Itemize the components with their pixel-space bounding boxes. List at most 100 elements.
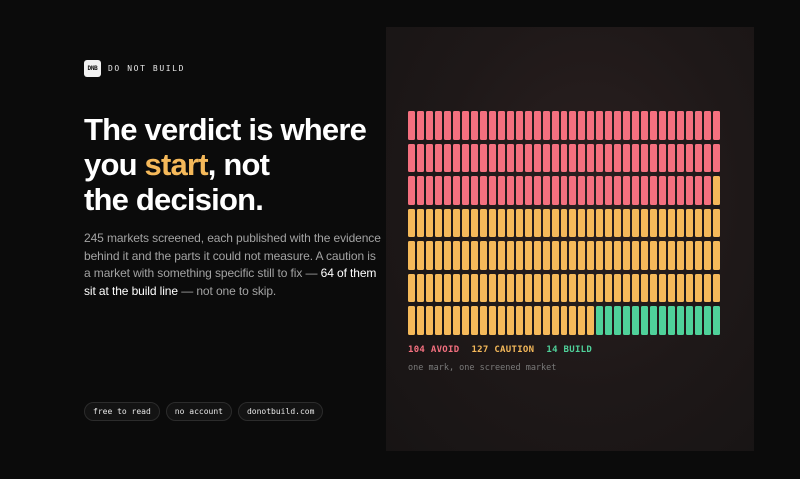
market-mark-avoid — [605, 111, 613, 140]
market-mark-caution — [614, 273, 622, 303]
waffle-chart — [408, 111, 720, 335]
market-mark-build — [614, 306, 622, 335]
market-mark-build — [704, 306, 712, 335]
market-mark-avoid — [408, 143, 415, 173]
market-mark-avoid — [443, 143, 451, 173]
market-mark-caution — [677, 241, 685, 270]
market-mark-caution — [461, 241, 469, 270]
market-mark-avoid — [569, 176, 577, 205]
market-mark-avoid — [452, 111, 460, 140]
market-mark-caution — [488, 208, 496, 238]
market-mark-avoid — [524, 176, 532, 205]
market-mark-avoid — [614, 176, 622, 205]
intro-paragraph: 245 markets screened, each published wit… — [84, 230, 384, 300]
chip-website[interactable]: donotbuild.com — [237, 402, 324, 421]
market-mark-avoid — [677, 111, 685, 140]
market-mark-caution — [713, 273, 720, 303]
market-mark-caution — [408, 241, 415, 270]
legend-caution: 127 CAUTION — [471, 345, 535, 355]
market-mark-avoid — [614, 111, 622, 140]
market-mark-avoid — [614, 143, 622, 173]
market-mark-avoid — [452, 143, 460, 173]
market-mark-caution — [623, 273, 631, 303]
market-mark-avoid — [587, 176, 595, 205]
market-mark-caution — [551, 306, 559, 335]
market-mark-caution — [434, 208, 442, 238]
logo-mark: DNB — [84, 60, 101, 77]
market-mark-caution — [542, 208, 550, 238]
market-mark-avoid — [560, 176, 568, 205]
market-mark-avoid — [596, 176, 604, 205]
market-mark-avoid — [668, 111, 676, 140]
market-mark-caution — [659, 241, 667, 270]
market-mark-avoid — [551, 111, 559, 140]
market-mark-avoid — [659, 111, 667, 140]
market-mark-caution — [416, 306, 424, 335]
market-mark-caution — [668, 208, 676, 238]
market-mark-caution — [416, 241, 424, 270]
market-mark-avoid — [569, 111, 577, 140]
market-mark-avoid — [578, 111, 586, 140]
market-mark-caution — [641, 273, 649, 303]
market-mark-caution — [452, 208, 460, 238]
market-mark-avoid — [551, 143, 559, 173]
market-mark-avoid — [479, 176, 487, 205]
market-mark-avoid — [587, 143, 595, 173]
market-mark-build — [686, 306, 694, 335]
market-mark-avoid — [542, 143, 550, 173]
market-mark-caution — [713, 208, 720, 238]
market-mark-avoid — [470, 111, 478, 140]
market-mark-avoid — [623, 176, 631, 205]
market-mark-avoid — [434, 143, 442, 173]
market-mark-caution — [479, 241, 487, 270]
market-mark-caution — [497, 208, 505, 238]
market-mark-caution — [408, 208, 415, 238]
market-mark-caution — [659, 273, 667, 303]
market-mark-avoid — [506, 143, 514, 173]
market-mark-caution — [632, 241, 640, 270]
market-mark-caution — [650, 273, 658, 303]
market-mark-caution — [605, 208, 613, 238]
market-mark-caution — [524, 241, 532, 270]
market-mark-caution — [470, 241, 478, 270]
market-mark-caution — [497, 241, 505, 270]
market-mark-avoid — [515, 176, 523, 205]
market-mark-avoid — [434, 111, 442, 140]
market-mark-caution — [560, 208, 568, 238]
market-mark-caution — [569, 306, 577, 335]
market-mark-caution — [704, 273, 712, 303]
market-mark-avoid — [623, 143, 631, 173]
market-mark-caution — [506, 306, 514, 335]
market-mark-caution — [452, 241, 460, 270]
market-mark-build — [668, 306, 676, 335]
market-mark-caution — [587, 208, 595, 238]
market-mark-caution — [704, 208, 712, 238]
brand[interactable]: DNB DO NOT BUILD — [84, 60, 185, 77]
market-mark-avoid — [632, 111, 640, 140]
market-mark-avoid — [650, 111, 658, 140]
market-mark-avoid — [641, 143, 649, 173]
market-mark-avoid — [668, 176, 676, 205]
market-mark-avoid — [686, 143, 694, 173]
market-mark-avoid — [497, 111, 505, 140]
market-mark-avoid — [461, 111, 469, 140]
market-mark-caution — [704, 241, 712, 270]
market-mark-avoid — [497, 143, 505, 173]
market-mark-caution — [677, 273, 685, 303]
market-mark-caution — [515, 208, 523, 238]
market-mark-avoid — [515, 143, 523, 173]
market-mark-caution — [416, 208, 424, 238]
market-mark-build — [632, 306, 640, 335]
market-mark-caution — [443, 208, 451, 238]
market-mark-avoid — [686, 176, 694, 205]
legend-build: 14 BUILD — [546, 345, 593, 355]
market-mark-caution — [569, 208, 577, 238]
market-mark-caution — [596, 241, 604, 270]
market-mark-build — [596, 306, 604, 335]
market-mark-avoid — [434, 176, 442, 205]
market-mark-caution — [569, 241, 577, 270]
market-mark-avoid — [425, 111, 433, 140]
market-mark-caution — [596, 273, 604, 303]
market-mark-caution — [452, 273, 460, 303]
market-mark-avoid — [533, 111, 541, 140]
